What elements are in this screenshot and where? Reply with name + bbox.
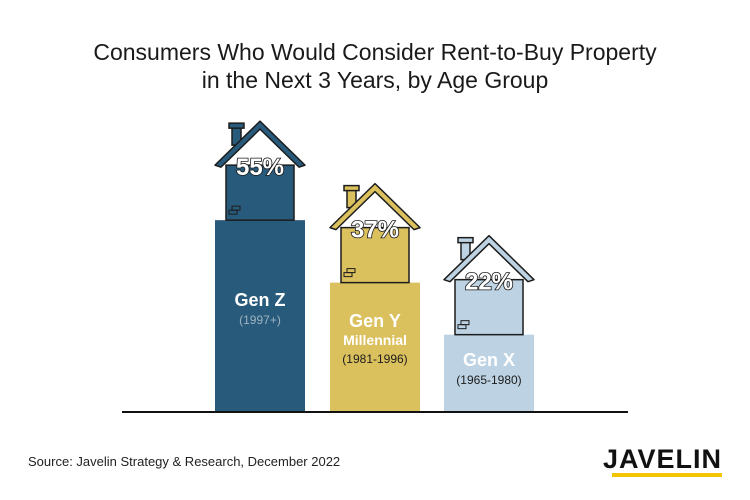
chart-title-line-1: Consumers Who Would Consider Rent-to-Buy… (93, 39, 657, 65)
category-sublabel: (1997+) (239, 313, 281, 327)
category-sublabel: (1981-1996) (342, 352, 407, 366)
category-label: Gen X (463, 350, 515, 370)
chimney-cap (228, 122, 245, 129)
category-label: Gen Y (349, 311, 401, 331)
bar (330, 282, 420, 411)
brick-detail (228, 209, 238, 215)
category-sublabel: (1965-1980) (456, 373, 521, 387)
value-label: 22% (465, 269, 513, 296)
roof (329, 182, 421, 231)
category-sublabel: Millennial (343, 332, 407, 348)
bar (215, 220, 305, 411)
bar (444, 334, 534, 411)
house-bar-gen-z: 55% Gen Z (1997+) (214, 120, 306, 411)
brick-detail (343, 272, 353, 278)
value-label: 37% (351, 217, 399, 244)
chart-title: Consumers Who Would Consider Rent-to-Buy… (0, 38, 750, 94)
house-bar-gen-x: 22% Gen X (1965-1980) (443, 234, 535, 411)
chart-title-line-2: in the Next 3 Years, by Age Group (201, 67, 549, 93)
chimney-cap (457, 236, 474, 244)
category-label: Gen Z (234, 290, 285, 310)
roof (214, 120, 306, 168)
brick-detail (457, 324, 467, 330)
javelin-logo: JAVELIN (602, 444, 722, 474)
source-note: Source: Javelin Strategy & Research, Dec… (28, 454, 341, 469)
roof (443, 234, 535, 283)
chimney-cap (343, 184, 360, 192)
logo-accent-bar (612, 473, 722, 477)
value-label: 55% (236, 154, 284, 181)
